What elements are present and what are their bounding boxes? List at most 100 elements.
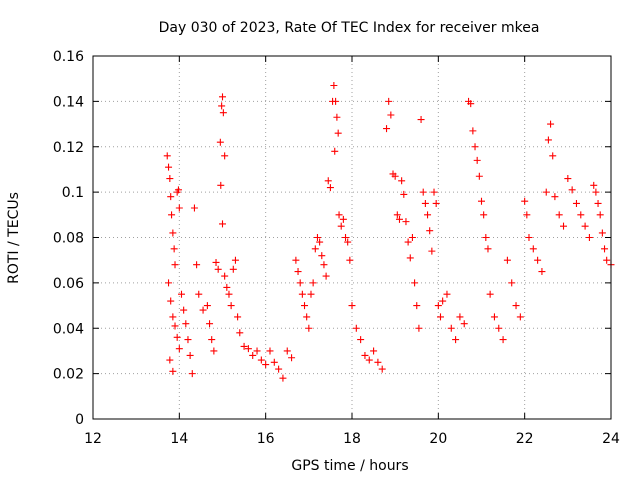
data-point: [298, 290, 306, 298]
data-point: [439, 297, 447, 305]
data-point: [436, 313, 444, 321]
data-point: [560, 222, 568, 230]
data-point: [296, 279, 304, 287]
data-point: [534, 256, 542, 264]
data-point: [318, 252, 326, 260]
data-point: [469, 127, 477, 135]
data-point: [471, 143, 479, 151]
plot-frame: [92, 55, 612, 420]
data-point: [208, 336, 216, 344]
data-point: [190, 204, 198, 212]
data-point: [305, 324, 313, 332]
x-tick-label: 16: [257, 431, 275, 447]
data-point: [234, 313, 242, 321]
data-point: [516, 313, 524, 321]
data-point: [406, 254, 414, 262]
data-point: [508, 279, 516, 287]
data-point: [529, 245, 537, 253]
data-point: [307, 290, 315, 298]
data-point: [311, 245, 319, 253]
data-point: [324, 177, 332, 185]
data-point: [188, 370, 196, 378]
data-point: [199, 306, 207, 314]
data-point: [218, 102, 226, 110]
data-point: [249, 351, 257, 359]
data-point: [495, 324, 503, 332]
data-point: [419, 188, 427, 196]
y-tick-label: 0.06: [53, 276, 84, 292]
y-tick-label: 0.04: [53, 321, 84, 337]
data-point: [538, 268, 546, 276]
data-point: [171, 261, 179, 269]
data-point: [227, 302, 235, 310]
data-point: [288, 354, 296, 362]
data-point: [568, 186, 576, 194]
x-tick-label: 24: [602, 431, 620, 447]
data-point: [166, 356, 174, 364]
data-point: [385, 97, 393, 105]
data-point: [365, 356, 373, 364]
data-point: [266, 347, 274, 355]
x-axis-label: GPS time / hours: [291, 458, 408, 474]
y-tick-label: 0.12: [53, 140, 84, 156]
data-point: [212, 258, 220, 266]
data-point: [322, 272, 330, 280]
data-point: [165, 279, 173, 287]
data-point: [167, 297, 175, 305]
data-point: [223, 283, 231, 291]
data-point: [240, 342, 248, 350]
data-point: [333, 113, 341, 121]
data-point: [257, 356, 265, 364]
data-point: [408, 234, 416, 241]
data-point: [564, 175, 572, 183]
data-point: [478, 197, 485, 205]
y-tick-label: 0.08: [53, 231, 84, 247]
data-point: [499, 336, 507, 344]
data-point: [279, 374, 287, 382]
data-point: [219, 93, 226, 101]
chart-title: Day 030 of 2023, Rate Of TEC Index for r…: [159, 20, 540, 36]
data-point: [421, 199, 429, 207]
data-point: [214, 265, 222, 273]
data-point: [456, 313, 464, 321]
data-point: [603, 256, 611, 264]
data-point: [357, 336, 365, 344]
x-tick-label: 18: [343, 431, 361, 447]
data-point: [480, 211, 488, 219]
data-point: [398, 177, 406, 185]
data-point: [402, 218, 410, 226]
data-point: [339, 215, 347, 223]
data-point: [170, 245, 178, 253]
data-point: [590, 181, 598, 189]
data-point: [374, 358, 382, 366]
data-point: [594, 199, 602, 207]
data-point: [413, 302, 421, 310]
data-point: [221, 272, 229, 280]
data-point: [163, 152, 171, 160]
data-point: [475, 172, 483, 180]
data-point: [320, 261, 328, 269]
data-point: [467, 100, 475, 108]
data-point: [383, 125, 391, 133]
data-point: [555, 211, 563, 219]
data-point: [303, 313, 311, 321]
data-point: [473, 156, 481, 164]
data-point: [549, 152, 557, 160]
data-point: [592, 188, 600, 196]
data-point: [415, 324, 423, 332]
data-point: [219, 109, 227, 117]
data-point: [203, 302, 211, 310]
data-point: [484, 245, 492, 253]
data-point: [182, 320, 190, 328]
data-point: [486, 290, 494, 298]
data-point: [313, 234, 321, 241]
data-point: [452, 336, 460, 344]
data-point: [348, 302, 356, 310]
data-point: [521, 197, 529, 205]
data-point: [596, 211, 604, 219]
data-point: [434, 302, 442, 310]
grid: [93, 56, 611, 419]
x-tick-label: 20: [429, 431, 447, 447]
data-point: [430, 188, 438, 196]
x-tick-label: 14: [170, 431, 188, 447]
